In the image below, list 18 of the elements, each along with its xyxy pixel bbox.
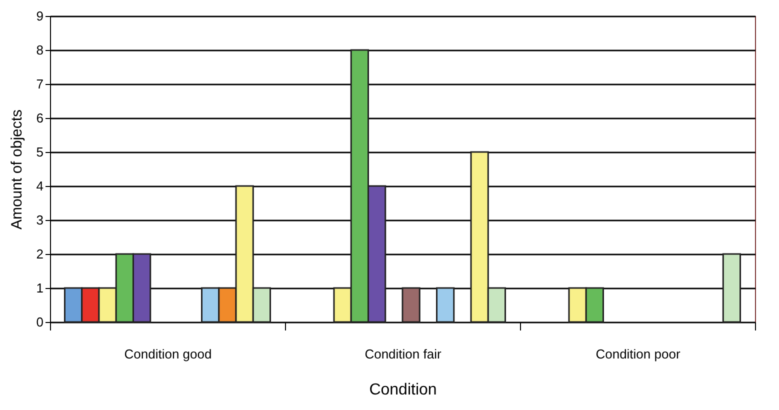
y-tick-label: 0 bbox=[36, 314, 44, 330]
y-tick-label: 4 bbox=[36, 178, 44, 194]
x-tick-label: Condition fair bbox=[364, 346, 442, 362]
bar bbox=[722, 253, 742, 323]
y-tick-label: 6 bbox=[36, 110, 44, 126]
y-tick-label: 8 bbox=[36, 42, 44, 58]
y-tick-label: 2 bbox=[36, 246, 44, 262]
x-tick-label: Condition poor bbox=[596, 346, 681, 362]
x-axis-title: Condition bbox=[369, 382, 437, 398]
y-axis-title: Amount of objects bbox=[8, 109, 26, 230]
y-tick-label: 9 bbox=[36, 8, 44, 24]
bar bbox=[402, 287, 420, 323]
y-tick-label: 7 bbox=[36, 76, 44, 92]
y-tick-label: 1 bbox=[36, 280, 44, 296]
x-tick-label: Condition good bbox=[124, 346, 212, 362]
y-tick-label: 3 bbox=[36, 212, 44, 228]
bar bbox=[436, 287, 455, 323]
y-tick-label: 5 bbox=[36, 144, 44, 160]
